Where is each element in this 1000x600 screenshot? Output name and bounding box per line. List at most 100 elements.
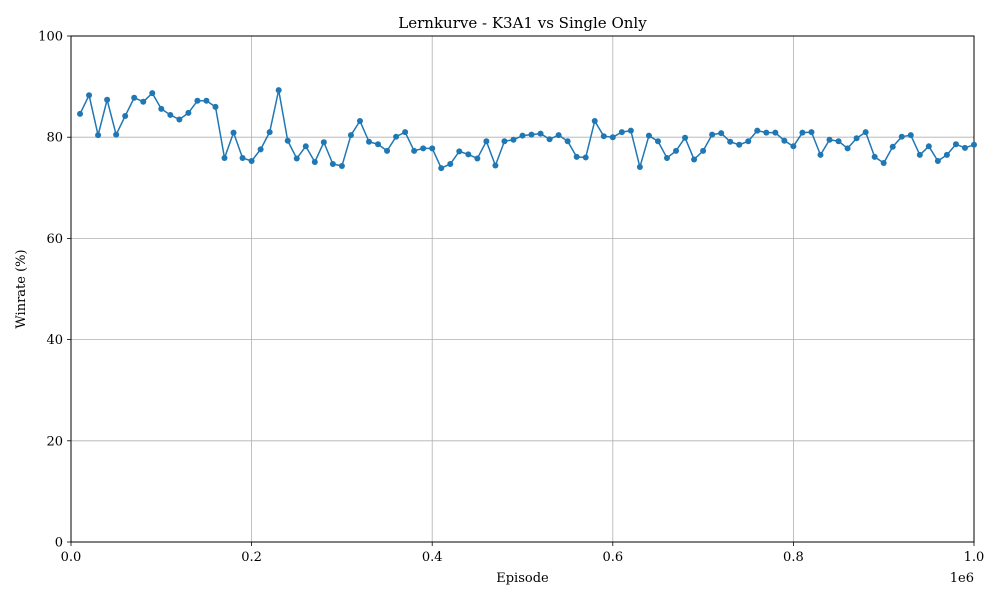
data-point	[393, 133, 400, 140]
data-point	[808, 129, 815, 136]
data-point	[320, 139, 327, 146]
data-point	[429, 145, 436, 152]
data-point	[781, 137, 788, 144]
data-point	[356, 118, 363, 125]
data-point	[474, 155, 481, 162]
data-point	[609, 134, 616, 141]
data-point	[582, 154, 589, 161]
y-tick-label: 40	[46, 333, 63, 348]
chart-title: Lernkurve - K3A1 vs Single Only	[398, 14, 647, 32]
x-tick-label: 0.2	[241, 550, 262, 565]
data-point	[925, 143, 932, 150]
data-point	[934, 157, 941, 164]
data-point	[456, 148, 463, 155]
series-line	[79, 89, 975, 169]
data-point	[943, 151, 950, 158]
data-point	[140, 98, 147, 105]
data-point	[555, 132, 562, 139]
data-point	[338, 163, 345, 170]
data-point	[546, 136, 553, 143]
data-point	[645, 132, 652, 139]
x-tick-label: 0.6	[602, 550, 623, 565]
data-point	[663, 154, 670, 161]
x-axis-ticks: 0.0 0.2 0.4 0.6 0.8 1.0	[61, 542, 985, 565]
data-point	[763, 129, 770, 136]
data-point	[916, 151, 923, 158]
data-point	[727, 138, 734, 145]
data-point	[971, 141, 977, 148]
data-point	[248, 157, 255, 164]
data-point	[158, 105, 165, 112]
data-point	[239, 154, 246, 161]
data-point	[528, 131, 535, 138]
data-point	[600, 133, 607, 140]
data-point	[420, 145, 427, 152]
plot-frame	[70, 35, 975, 543]
x-tick-label: 0.4	[422, 550, 443, 565]
data-point	[618, 129, 625, 136]
data-point	[411, 147, 418, 154]
y-tick-label: 0	[55, 536, 63, 551]
data-point	[519, 132, 526, 139]
data-point	[384, 147, 391, 154]
data-point	[311, 158, 318, 165]
data-point	[718, 130, 725, 137]
data-point	[772, 129, 779, 136]
data-point	[167, 111, 174, 118]
data-point	[221, 154, 228, 161]
data-point	[682, 134, 689, 141]
data-point	[375, 141, 382, 148]
data-point	[501, 138, 508, 145]
data-point	[907, 132, 914, 139]
y-tick-label: 80	[46, 131, 63, 146]
data-point	[898, 133, 905, 140]
data-point	[754, 127, 761, 134]
data-point	[483, 138, 490, 145]
data-point	[122, 112, 129, 119]
data-point	[537, 130, 544, 137]
x-tick-label: 1.0	[964, 550, 985, 565]
data-point	[709, 131, 716, 138]
data-point	[447, 161, 454, 168]
data-point	[889, 143, 896, 150]
data-point	[104, 96, 111, 103]
data-point	[826, 136, 833, 143]
data-point	[961, 144, 968, 151]
y-tick-label: 60	[46, 232, 63, 247]
data-point	[113, 131, 120, 138]
data-point	[465, 151, 472, 158]
data-point	[952, 141, 959, 148]
data-point	[185, 109, 192, 116]
data-point	[266, 129, 273, 136]
data-point	[862, 129, 869, 136]
data-point	[176, 116, 183, 123]
x-axis-offset-label: 1e6	[950, 571, 974, 586]
data-point	[293, 155, 300, 162]
data-point	[86, 92, 93, 99]
data-point	[817, 151, 824, 158]
data-point	[230, 129, 237, 136]
data-point	[438, 165, 445, 172]
data-point	[329, 161, 336, 168]
data-point	[402, 129, 409, 136]
data-point	[673, 147, 680, 154]
data-point	[203, 97, 210, 104]
data-point	[573, 153, 580, 160]
data-point	[591, 118, 598, 125]
data-point	[799, 129, 806, 136]
data-point	[365, 138, 372, 145]
data-point	[627, 127, 634, 134]
data-point	[284, 137, 291, 144]
data-point	[745, 138, 752, 145]
data-point	[871, 153, 878, 160]
data-point	[636, 164, 643, 171]
data-point	[347, 132, 354, 139]
x-tick-label: 0.8	[783, 550, 804, 565]
data-point	[691, 156, 698, 163]
x-tick-label: 0.0	[61, 550, 82, 565]
data-point	[654, 138, 661, 145]
data-point	[844, 145, 851, 152]
data-point	[564, 138, 571, 145]
